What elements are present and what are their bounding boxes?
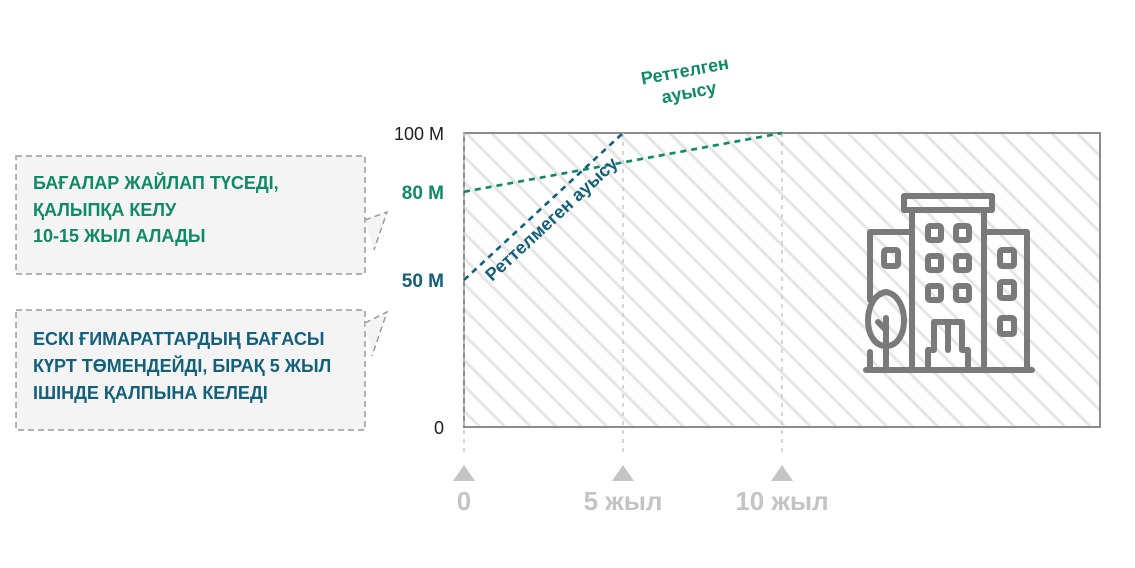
callout-text-line: ІШІНДЕ ҚАЛПЫНА КЕЛЕДІ	[33, 383, 268, 403]
callout-box: БАҒАЛАР ЖАЙЛАП ТҮСЕДІ, ҚАЛЫПҚА КЕЛУ 10-15 …	[15, 155, 389, 275]
callout-text-line: БАҒАЛАР ЖАЙЛАП ТҮСЕДІ,	[33, 172, 279, 193]
series-line	[463, 131, 783, 194]
building-icon-part	[867, 229, 915, 303]
triangle-up-icon	[453, 465, 475, 481]
tree-icon	[865, 289, 907, 349]
callout-box: ЕСКІ ҒИМАРАТТАРДЫҢ БАҒАСЫ КҮРТ ТӨМЕНДЕЙДІ…	[15, 309, 389, 431]
callout-text-line: КҮРТ ТӨМЕНДЕЙДІ, БІРАҚ 5 ЖЫЛ	[33, 355, 331, 376]
y-tick-label: 0	[434, 418, 444, 438]
window	[997, 247, 1017, 269]
building-icon-part	[909, 207, 987, 373]
x-tick-label: 10 жыл	[735, 486, 828, 516]
window	[997, 315, 1017, 337]
triangle-up-icon	[612, 465, 634, 481]
building-icon-part	[875, 319, 889, 333]
window	[925, 253, 944, 273]
window	[881, 247, 901, 269]
x-tick-label: 5 жыл	[584, 486, 663, 516]
y-tick-label: 80 M	[402, 183, 444, 204]
window	[997, 279, 1017, 301]
window	[925, 283, 944, 303]
window	[953, 253, 972, 273]
callout-pointer	[364, 310, 389, 357]
building-icon	[863, 193, 1035, 373]
x-tick-label: 0	[457, 486, 471, 516]
callout-pointer	[364, 210, 389, 251]
callout-text-line: ЕСКІ ҒИМАРАТТАРДЫҢ БАҒАСЫ	[33, 329, 324, 349]
triangle-up-icon	[771, 465, 793, 481]
y-tick-label: 50 M	[402, 271, 444, 292]
window	[953, 283, 972, 303]
callout-text-line: 10-15 ЖЫЛ АЛАДЫ	[33, 226, 206, 246]
y-tick-label: 100 M	[394, 124, 444, 144]
window	[925, 223, 944, 243]
series-line	[463, 132, 624, 281]
building-icon-part	[981, 229, 1030, 373]
callout-text-line: ҚАЛЫПҚА КЕЛУ	[33, 200, 177, 220]
callout-frame	[15, 309, 366, 431]
window	[953, 223, 972, 243]
callout-frame	[15, 155, 366, 275]
building-icon-part	[901, 193, 995, 213]
